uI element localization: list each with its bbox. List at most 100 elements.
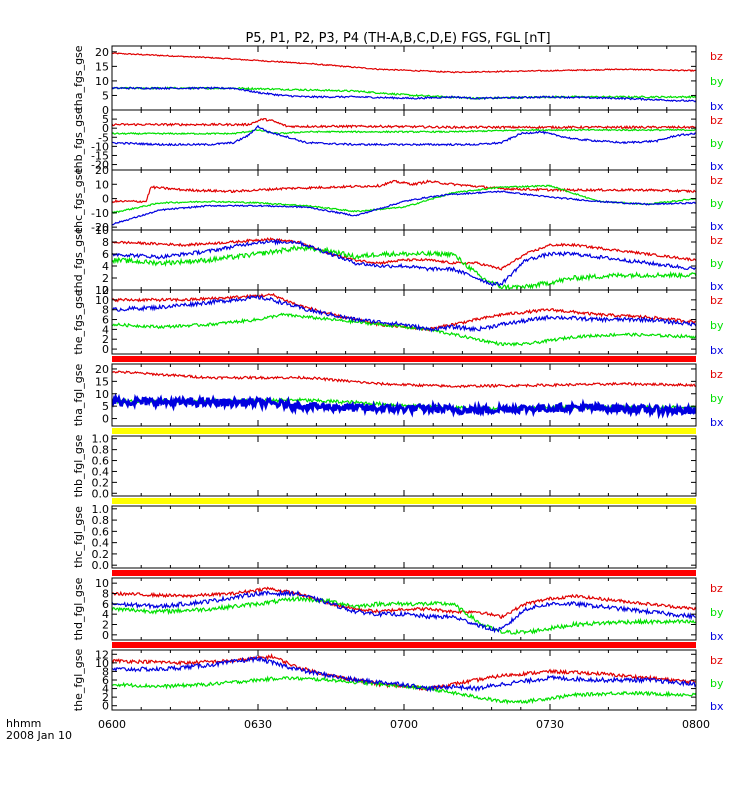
legend-by: by [710,319,724,332]
panel-frame [111,435,697,497]
ylabel-thc_fgl_gse: thc_fgl_gse [72,506,85,568]
ylabel-thc_fgs_gse: thc_fgs_gse [72,168,85,233]
panel-frame [111,577,697,641]
ytick-label: 12 [95,648,109,661]
xtick-label-0630: 0630 [244,718,272,731]
ytick-label: 0.2 [92,476,110,489]
series-line-by [112,128,696,136]
ylabel-tha_fgl_gse: tha_fgl_gse [72,364,85,427]
ytick-label: 15 [95,60,109,73]
panel-frame [111,109,697,171]
ytick-label: 10 [95,294,109,307]
separator-bar-2 [112,428,696,434]
panel-thc_fgl_gse: 0.00.20.40.60.81.0 thc_fgl_gse [72,503,697,572]
legend-bx: bx [710,280,724,293]
ytick-label: 10 [95,388,109,401]
ytick-label: 12 [95,284,109,297]
ytick-label: 2 [102,691,109,704]
legend-by: by [710,257,724,270]
legend-bz: bz [710,50,723,63]
ytick-label: 0 [102,193,109,206]
ytick-label: 4 [102,323,109,336]
ytick-label: 0 [102,700,109,713]
series-line-by [112,184,696,215]
ylabel-thb_fgl_gse: thb_fgl_gse [72,434,85,497]
ytick-label: 8 [102,236,109,249]
ytick-label: 5 [102,89,109,102]
series-line-bx [112,294,696,333]
panel-frame [111,169,697,231]
date-label: 2008 Jan 10 [6,729,72,742]
series-line-bz [112,236,696,271]
separator-bar-4 [112,570,696,576]
ytick-label: 4 [102,260,109,273]
ytick-label: -5 [98,131,109,144]
series-line-bz [112,52,696,74]
ytick-label: 2 [102,272,109,285]
legend-by: by [710,75,724,88]
ytick-label: 0 [102,104,109,117]
legend-bx: bx [710,160,724,173]
ytick-label: 8 [102,665,109,678]
ylabel-tha_fgs_gse: tha_fgs_gse [72,45,85,110]
ylabel-the_fgs_gse: the_fgs_gse [72,289,85,354]
legend-bz: bz [710,294,723,307]
ytick-label: 4 [102,608,109,621]
ytick-label: 2 [102,619,109,632]
ytick-label: 6 [102,598,109,611]
series-line-by [112,595,696,635]
separator-bar-3 [112,498,696,504]
ytick-label: 6 [102,674,109,687]
xtick-label-0600: 0600 [98,718,126,731]
ytick-label: 0.0 [92,487,110,500]
series-line-bx [112,589,696,634]
ytick-label: 0 [102,413,109,426]
series-line-bx [112,124,696,147]
legend-by: by [710,677,724,690]
panel-frame [111,505,697,569]
ytick-label: 20 [95,164,109,177]
ytick-label: -20 [91,221,109,234]
legend-bx: bx [710,416,724,429]
ytick-label: 0.4 [92,465,110,478]
series-line-bz [112,370,696,389]
ytick-label: 1.0 [92,503,110,516]
series-line-bx [112,392,696,420]
series-line-by [112,244,696,290]
ytick-label: 2 [102,333,109,346]
ylabel-thd_fgl_gse: thd_fgl_gse [72,577,85,640]
ytick-label: 10 [95,224,109,237]
ytick-label: 5 [102,113,109,126]
separator-bar-1 [112,356,696,362]
legend-by: by [710,606,724,619]
series-line-bx [112,238,696,287]
xtick-label-0800: 0800 [682,718,710,731]
ytick-label: 0.2 [92,548,110,561]
xtick-label-0730: 0730 [536,718,564,731]
ytick-label: 6 [102,248,109,261]
legend-bx: bx [710,630,724,643]
legend-by: by [710,137,724,150]
chart-title: P5, P1, P2, P3, P4 (TH-A,B,C,D,E) FGS, F… [245,31,550,46]
series-line-bz [112,586,696,619]
ytick-label: 8 [102,588,109,601]
ytick-label: 0.8 [92,444,110,457]
ytick-label: 15 [95,375,109,388]
ytick-label: 20 [95,46,109,59]
ylabel-the_fgl_gse: the_fgl_gse [72,649,85,712]
ylabel-thd_fgs_gse: thd_fgs_gse [72,227,85,293]
ytick-label: 10 [95,178,109,191]
ytick-label: 0.8 [92,514,110,527]
series-line-bx [112,190,696,226]
ytick-label: -15 [91,149,109,162]
series-line-bx [112,86,696,103]
legend-by: by [710,392,724,405]
legend-bz: bz [710,368,723,381]
ytick-label: -20 [91,159,109,172]
